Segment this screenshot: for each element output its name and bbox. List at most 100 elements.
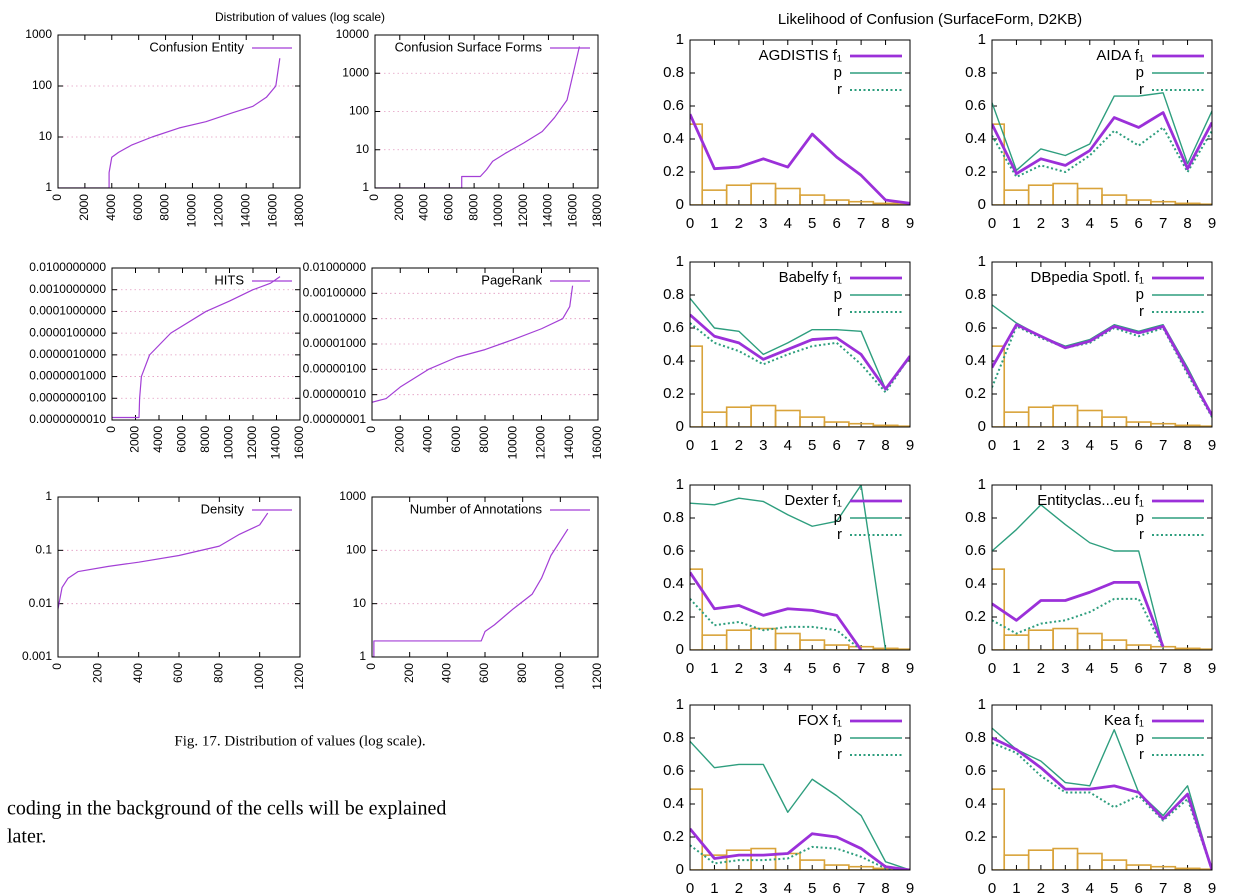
legend-label: r (1139, 746, 1144, 763)
data-line (992, 304, 1212, 416)
y-tick-label: 0.00100000 (303, 286, 367, 300)
y-tick-label: 0.01 (29, 596, 53, 610)
y-tick-label: 0.00000100 (303, 362, 367, 376)
y-tick-label: 0.00001000 (303, 336, 367, 350)
x-tick-label: 5 (808, 880, 816, 894)
x-tick-label: 12000 (245, 426, 259, 460)
plot-area (690, 113, 910, 205)
y-tick-label: 1 (978, 476, 986, 493)
x-tick-label: 4 (784, 215, 792, 232)
legend-label: HITS (214, 272, 244, 287)
histogram-bar (992, 788, 1006, 870)
x-tick-label: 7 (1159, 215, 1167, 232)
y-tick-label: 0.2 (663, 608, 684, 625)
x-tick-label: 10000 (505, 426, 519, 460)
x-tick-label: 8 (881, 215, 889, 232)
x-tick-label: 1200 (590, 663, 604, 690)
x-tick-label: 8000 (158, 194, 172, 221)
legend-label: AIDA f₁ (1096, 47, 1144, 64)
chart: 0.00000001 0.00000010 0.00000100 0.00001000… (303, 260, 605, 459)
histogram-bar (992, 345, 1006, 427)
x-tick-label: 2 (1037, 880, 1045, 894)
x-tick-label: 5 (808, 215, 816, 232)
x-tick-label: 8 (881, 880, 889, 894)
x-tick-label: 10000 (222, 426, 236, 460)
x-tick-label: 400 (440, 663, 454, 683)
plot-area (690, 485, 910, 650)
x-tick-label: 2 (1037, 215, 1045, 232)
data-line (992, 111, 1212, 176)
x-tick-label: 1 (710, 215, 718, 232)
histogram-bar (992, 568, 1006, 650)
data-line (690, 827, 910, 870)
plot-frame (111, 267, 301, 421)
y-tick-label: 0.6 (965, 762, 986, 779)
x-tick-label: 4 (784, 437, 792, 454)
x-tick-label: 6 (832, 437, 840, 454)
x-tick-label: 0 (50, 194, 64, 201)
y-tick-label: 100 (32, 78, 52, 92)
x-tick-label: 4 (784, 880, 792, 894)
legend-label: p (834, 286, 842, 303)
legend-label: r (837, 81, 842, 98)
x-tick-label: 14000 (269, 426, 283, 460)
legend-label: Dexter f₁ (784, 492, 842, 509)
data-line (112, 276, 281, 419)
plot-area (992, 304, 1212, 427)
y-tick-label: 0.4 (663, 130, 684, 147)
x-tick-label: 0 (364, 663, 378, 670)
x-tick-label: 3 (759, 215, 767, 232)
plot-area (690, 297, 910, 427)
y-tick-label: 0.4 (663, 795, 684, 812)
y-tick-label: 0.0000000010 (29, 412, 106, 426)
x-tick-label: 8000 (477, 426, 491, 453)
y-tick-label: 0.6 (663, 319, 684, 336)
x-tick-label: 14000 (562, 426, 576, 460)
x-tick-label: 1000 (553, 663, 567, 690)
y-tick-label: 0 (978, 418, 986, 435)
x-tick-label: 3 (759, 880, 767, 894)
y-tick-label: 0 (676, 641, 684, 658)
y-tick-label: 10 (356, 142, 370, 156)
x-tick-label: 600 (171, 663, 185, 683)
x-tick-label: 6 (1134, 660, 1142, 677)
plot-frame (689, 39, 911, 206)
plot-frame (374, 34, 599, 189)
x-tick-label: 0 (364, 426, 378, 433)
x-tick-label: 12000 (212, 194, 226, 228)
legend-label: PageRank (481, 272, 542, 287)
legend-label: Number of Annotations (410, 501, 543, 516)
x-tick-label: 2 (1037, 437, 1045, 454)
x-tick-label: 6 (1134, 880, 1142, 894)
y-tick-label: 1 (45, 180, 52, 194)
y-tick-label: 1 (978, 31, 986, 48)
x-tick-label: 18000 (292, 194, 306, 228)
y-tick-label: 1 (362, 180, 369, 194)
legend-label: r (837, 303, 842, 320)
data-line (690, 740, 910, 870)
x-tick-label: 2 (735, 880, 743, 894)
data-line (690, 113, 910, 205)
x-tick-label: 9 (906, 880, 914, 894)
plot-frame (689, 704, 911, 871)
y-tick-label: 0.0100000000 (29, 260, 106, 274)
y-tick-label: 0.00000010 (303, 387, 367, 401)
x-tick-label: 5 (1110, 660, 1118, 677)
legend-label: Confusion Surface Forms (395, 39, 543, 54)
x-tick-label: 0 (686, 660, 694, 677)
x-tick-label: 8 (881, 437, 889, 454)
y-tick-label: 1000 (342, 65, 369, 79)
x-tick-label: 2000 (392, 426, 406, 453)
plot-area (375, 46, 581, 188)
legend-label: Kea f₁ (1104, 712, 1144, 729)
data-line (992, 597, 1165, 649)
y-tick-label: 0.00000001 (303, 412, 367, 426)
y-tick-label: 0 (978, 196, 986, 213)
x-tick-label: 2 (735, 215, 743, 232)
x-tick-label: 3 (759, 660, 767, 677)
data-line (992, 323, 1212, 417)
x-tick-label: 3 (759, 437, 767, 454)
